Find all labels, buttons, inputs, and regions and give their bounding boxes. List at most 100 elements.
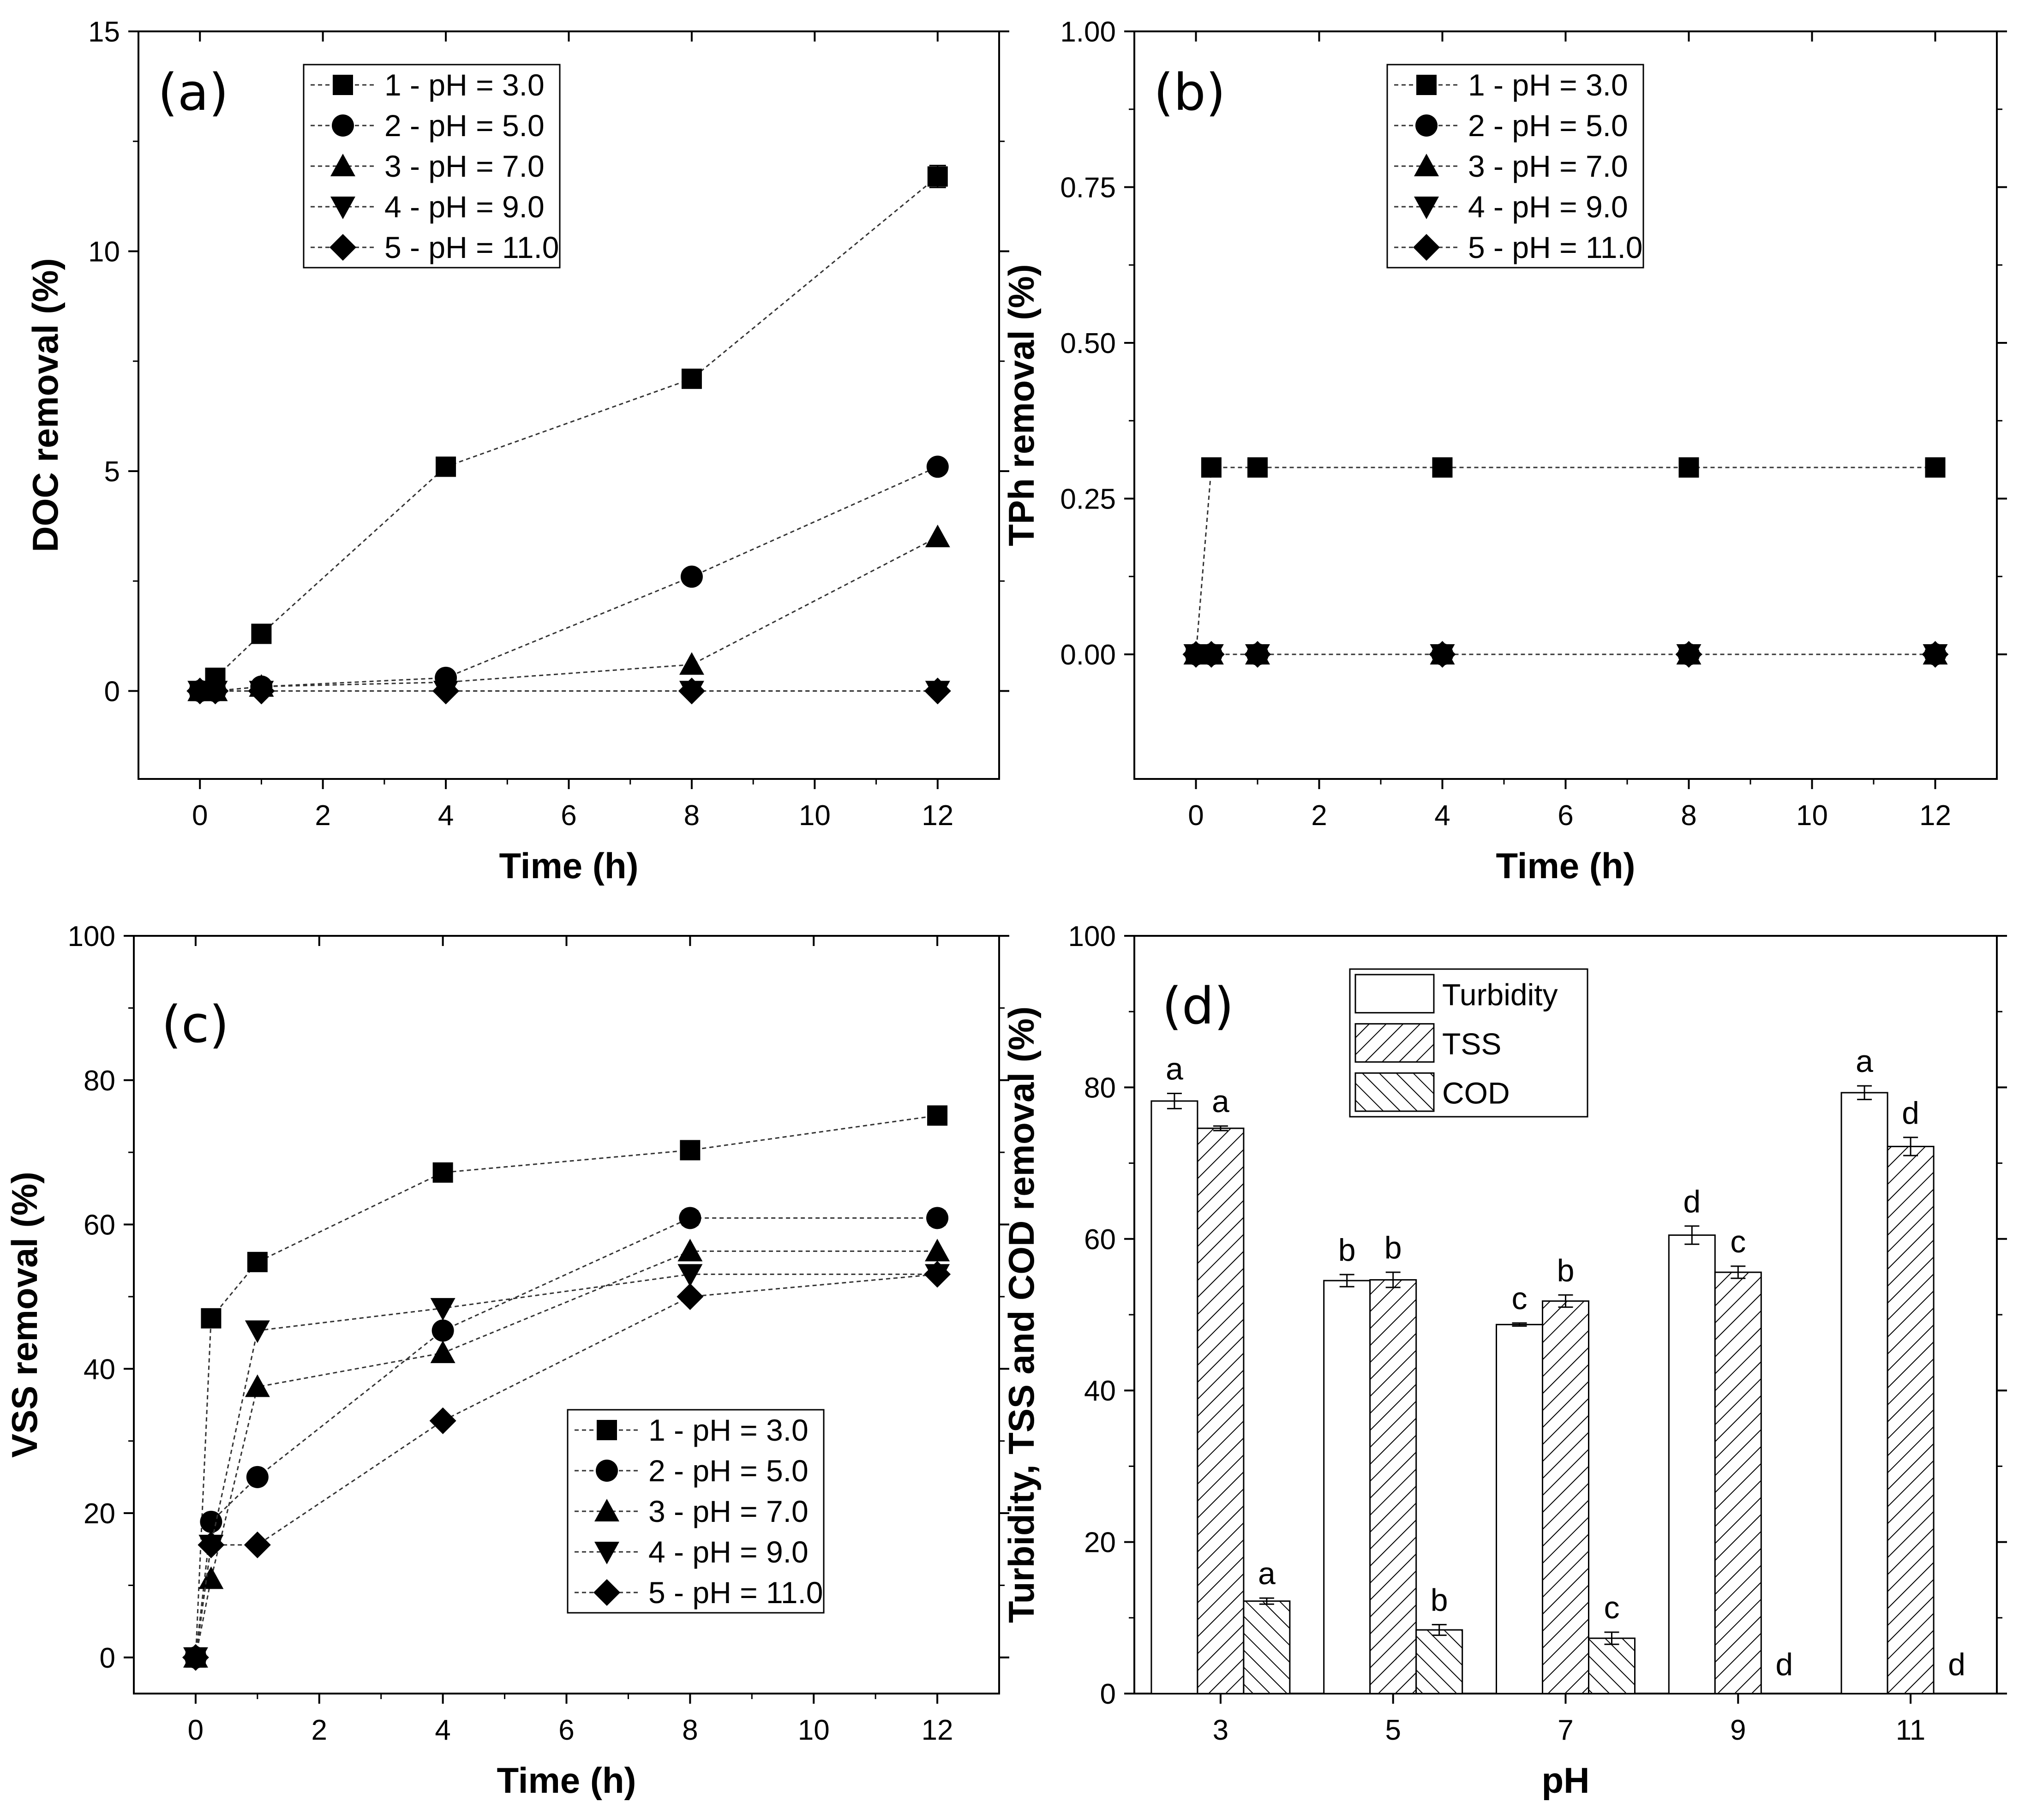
- data-point: [677, 1239, 703, 1262]
- legend-entry-label: 3 - pH = 7.0: [648, 1494, 809, 1528]
- plot-frame: [138, 30, 1000, 780]
- panel-label: (b): [1154, 63, 1226, 122]
- legend-entry-label: 4 - pH = 9.0: [384, 190, 545, 224]
- x-tick-label: 6: [561, 800, 576, 832]
- data-point: [201, 1308, 222, 1329]
- data-point: [924, 677, 951, 705]
- legend-entry-label: Turbidity: [1442, 977, 1558, 1012]
- significance-letter: a: [1258, 1556, 1276, 1591]
- data-point: [681, 368, 702, 389]
- legend-marker: [330, 154, 355, 176]
- significance-letter: d: [1902, 1096, 1919, 1131]
- legend-entry-label: 2 - pH = 5.0: [1468, 108, 1628, 143]
- data-point: [926, 455, 949, 478]
- legend: 1 - pH = 3.0 2 - pH = 5.0 3 - pH = 7.0 4 - …: [1386, 64, 1644, 269]
- data-series-3: [187, 524, 950, 701]
- panel-c-vss-removal: 0 2 4 6 8 10 12 0 20 40 60 80 100 Time (h) VSS removal…: [4, 921, 1009, 1801]
- legend: 1 - pH = 3.0 2 - pH = 5.0 3 - pH = 7.0 4 - …: [303, 64, 561, 269]
- legend-entry-label: 1 - pH = 3.0: [384, 68, 545, 102]
- legend-marker: [594, 1542, 619, 1564]
- data-point: [680, 1140, 701, 1161]
- legend-entry-label: 4 - pH = 9.0: [648, 1535, 809, 1569]
- y-tick-label: 0.75: [1060, 172, 1116, 204]
- panel-label: (c): [162, 995, 229, 1054]
- x-tick-label: 7: [1558, 1714, 1573, 1746]
- legend-entry-label: 5 - pH = 11.0: [384, 230, 559, 264]
- x-tick-label: 8: [684, 800, 700, 832]
- x-tick-label: 12: [922, 1714, 953, 1746]
- data-point: [198, 1531, 225, 1558]
- x-tick-label: 10: [798, 1714, 830, 1746]
- y-tick-label: 60: [84, 1209, 115, 1241]
- panel-label: (d): [1162, 976, 1234, 1036]
- bar: [1243, 1600, 1291, 1694]
- legend-marker: [593, 1579, 620, 1606]
- series-line: [195, 1273, 938, 1658]
- panel-a-doc-removal: 0 2 4 6 8 10 12 0 5 10 15 Time (h) DOC removal (%) (a…: [25, 16, 1009, 886]
- legend: Turbidity TSS COD: [1349, 968, 1588, 1118]
- data-point: [1244, 641, 1271, 668]
- data-point: [244, 1531, 271, 1558]
- significance-letter: c: [1512, 1281, 1528, 1316]
- data-point: [926, 1207, 949, 1229]
- data-point: [1675, 641, 1702, 668]
- data-point: [680, 565, 703, 588]
- data-series-4: [1183, 644, 1948, 667]
- data-point: [925, 524, 950, 547]
- y-tick-label: 40: [1084, 1375, 1116, 1407]
- panel-d-turbidity-tss-cod-removal: 3 5 7 9 11 0 20 40 60 80 100 pH Turbidity, TSS and C…: [1001, 921, 2007, 1801]
- y-tick-label: 15: [88, 16, 120, 48]
- bar: [1369, 1279, 1417, 1694]
- x-tick-label: 12: [1919, 800, 1951, 832]
- x-tick-label: 0: [1188, 800, 1204, 832]
- y-tick-label: 0.50: [1060, 328, 1116, 359]
- legend-swatch: [1354, 1023, 1435, 1063]
- legend-entry-label: 4 - pH = 9.0: [1468, 190, 1628, 224]
- data-point: [925, 1239, 950, 1262]
- legend-entry-label: 2 - pH = 5.0: [384, 108, 545, 143]
- bar: [1496, 1323, 1543, 1694]
- significance-letter: c: [1604, 1590, 1620, 1625]
- data-point: [251, 623, 272, 644]
- y-tick-label: 80: [84, 1065, 115, 1097]
- data-series-2: [184, 1207, 949, 1669]
- y-tick-label: 80: [1084, 1072, 1116, 1104]
- data-point: [245, 1374, 270, 1397]
- legend-marker: [333, 75, 353, 95]
- panel-b-tph-removal: 0 2 4 6 8 10 12 0.00 0.25 0.50 0.75 1.00 Time (h) TPh…: [1001, 16, 2007, 886]
- series-line: [195, 1273, 938, 1658]
- y-tick-label: 20: [84, 1498, 115, 1530]
- bar: [1197, 1127, 1245, 1694]
- y-tick-label: 100: [68, 921, 115, 952]
- significance-letter: b: [1384, 1230, 1402, 1265]
- x-tick-label: 2: [1311, 800, 1327, 832]
- data-point: [246, 1466, 269, 1488]
- x-tick-label: 6: [1558, 800, 1573, 832]
- x-tick-label: 4: [1434, 800, 1450, 832]
- x-tick-label: 11: [1896, 1714, 1925, 1746]
- x-tick-label: 3: [1213, 1714, 1228, 1746]
- data-point: [677, 1283, 704, 1310]
- x-tick-label: 12: [922, 800, 953, 832]
- bar: [1542, 1300, 1589, 1694]
- bar: [1887, 1145, 1935, 1694]
- data-point: [1429, 641, 1456, 668]
- x-axis-title: pH: [1542, 1760, 1590, 1801]
- x-tick-label: 2: [315, 800, 330, 832]
- y-tick-label: 20: [1084, 1527, 1116, 1559]
- data-series-4: [187, 681, 950, 704]
- y-tick-label: 40: [84, 1353, 115, 1385]
- series-line: [195, 1114, 938, 1658]
- data-point: [1922, 641, 1949, 668]
- legend-entry-label: TSS: [1442, 1027, 1501, 1061]
- data-point: [432, 1162, 453, 1183]
- panel-label: (a): [158, 63, 228, 122]
- x-tick-label: 4: [435, 1714, 450, 1746]
- bar: [1840, 1092, 1888, 1694]
- legend-marker: [597, 1420, 617, 1440]
- x-tick-label: 9: [1730, 1714, 1746, 1746]
- data-point: [430, 1298, 455, 1321]
- data-point: [1198, 641, 1225, 668]
